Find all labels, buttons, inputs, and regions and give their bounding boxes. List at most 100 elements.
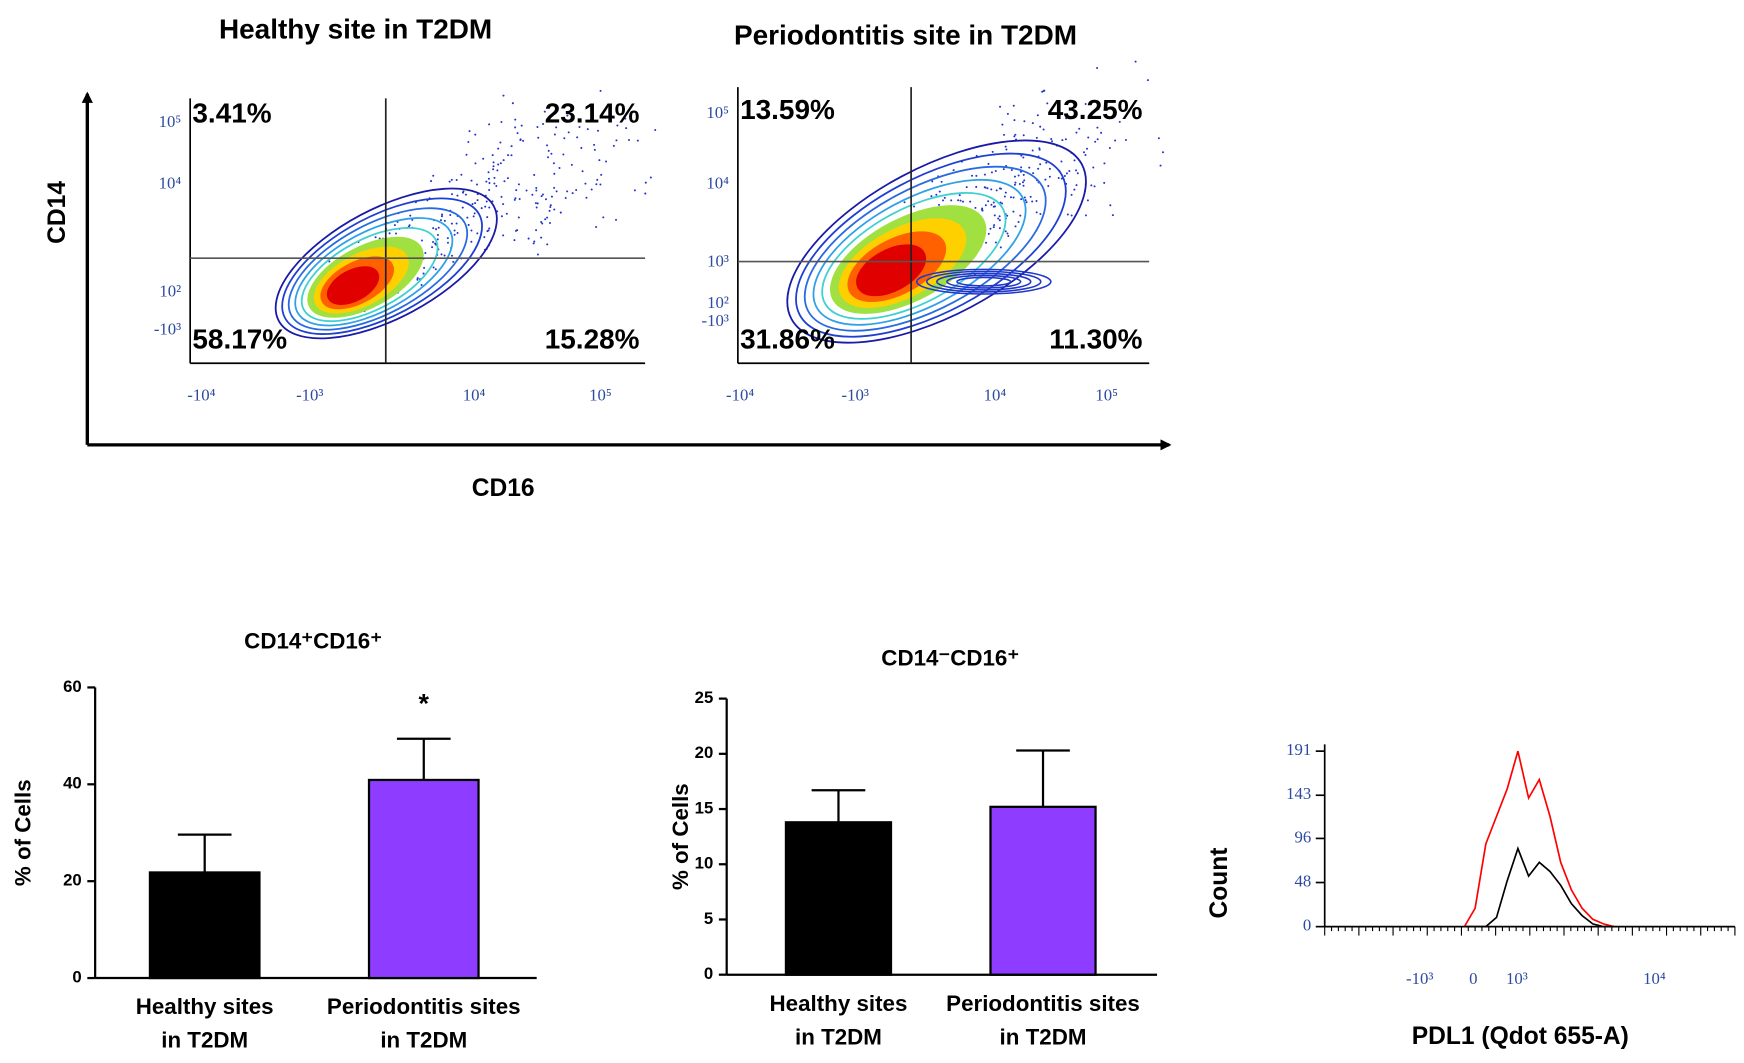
event-dot (435, 228, 438, 231)
event-dot (602, 216, 605, 219)
y-tick-label: -10³ (702, 311, 729, 330)
event-dot (436, 238, 439, 241)
quadrant-percent: 15.28% (545, 323, 640, 354)
event-dot (987, 200, 990, 203)
event-dot (436, 233, 439, 236)
event-dot (517, 183, 520, 186)
contour (274, 187, 498, 340)
contour (856, 244, 927, 297)
event-dot (567, 131, 570, 134)
event-dot (533, 173, 536, 176)
y-tick-label: 143 (1286, 784, 1311, 803)
event-dot (430, 180, 433, 183)
event-dot (999, 105, 1002, 108)
event-dot (1096, 66, 1099, 69)
event-dot (446, 241, 449, 244)
y-tick-label: 5 (704, 909, 713, 928)
event-dot (453, 233, 456, 236)
event-dot (434, 268, 437, 271)
event-dot (488, 182, 491, 185)
event-dot (1002, 168, 1005, 171)
event-dot (488, 188, 491, 191)
event-dot (1013, 183, 1016, 186)
event-dot (473, 212, 476, 215)
event-dot (555, 190, 558, 193)
x-tick-label: Periodontitis sites (946, 991, 1140, 1016)
event-dot (1064, 138, 1067, 141)
event-dot (552, 162, 555, 165)
event-dot (1020, 198, 1023, 201)
event-dot (416, 278, 419, 281)
contour (925, 270, 1042, 293)
event-dot (488, 123, 491, 126)
event-dot (470, 229, 473, 232)
event-dot (446, 237, 449, 240)
x-tick-label: 10³ (1506, 969, 1528, 988)
event-dot (1048, 175, 1051, 178)
event-dot (970, 174, 974, 177)
event-dot (505, 212, 508, 215)
event-dot (462, 190, 465, 193)
event-dot (1013, 175, 1016, 178)
event-dot (449, 213, 452, 216)
event-dot (1012, 210, 1015, 213)
quadrant-percent: 23.14% (545, 98, 640, 129)
event-dot (485, 180, 488, 183)
event-dot (1114, 139, 1117, 142)
event-dot (518, 198, 521, 201)
event-dot (984, 204, 987, 207)
event-dot (420, 239, 423, 242)
x-tick-label: 0 (1469, 969, 1477, 988)
bar (367, 778, 480, 980)
event-dot (952, 169, 955, 172)
event-dot (540, 195, 543, 198)
event-dot (488, 227, 491, 230)
x-tick-label: -10⁴ (726, 386, 754, 405)
x-tick-label: -10³ (1406, 969, 1433, 988)
quadrant-percent: 43.25% (1048, 94, 1143, 125)
event-dot (492, 161, 495, 164)
bar (784, 821, 893, 976)
event-dot (599, 89, 602, 92)
event-dot (424, 252, 427, 255)
contour (915, 268, 1052, 295)
event-dot (615, 218, 618, 221)
event-dot (1048, 167, 1051, 170)
event-dot (470, 240, 473, 243)
event-dot (535, 206, 538, 209)
event-dot (975, 174, 978, 177)
event-dot (460, 173, 463, 176)
event-dot (500, 215, 503, 218)
event-dot (1003, 195, 1006, 198)
x-tick-label: Healthy sites (770, 991, 908, 1016)
event-dot (566, 190, 569, 193)
contour (946, 274, 1022, 289)
event-dot (506, 177, 509, 180)
event-dot (537, 136, 540, 139)
contour (326, 266, 380, 306)
y-tick-label: 0 (1303, 915, 1311, 934)
event-dot (549, 204, 552, 207)
event-dot (1093, 185, 1096, 188)
event-dot (931, 180, 934, 183)
y-tick-label: 10² (707, 293, 729, 312)
event-dot (544, 198, 547, 201)
event-dot (546, 216, 549, 219)
event-dot (992, 205, 995, 208)
x-tick-label: Periodontitis sites (327, 994, 521, 1019)
event-dot (492, 168, 495, 171)
event-dot (625, 127, 628, 130)
event-dot (938, 203, 941, 206)
event-dot (541, 193, 544, 196)
event-dot (628, 139, 631, 142)
event-dot (576, 136, 579, 139)
y-axis-label: % of Cells (668, 783, 693, 890)
y-tick-label: 10⁵ (159, 112, 182, 131)
event-dot (450, 193, 453, 196)
event-dot (534, 202, 537, 205)
event-dot (546, 144, 549, 147)
event-dot (962, 200, 965, 203)
event-dot (612, 116, 615, 119)
event-dot (502, 94, 505, 97)
